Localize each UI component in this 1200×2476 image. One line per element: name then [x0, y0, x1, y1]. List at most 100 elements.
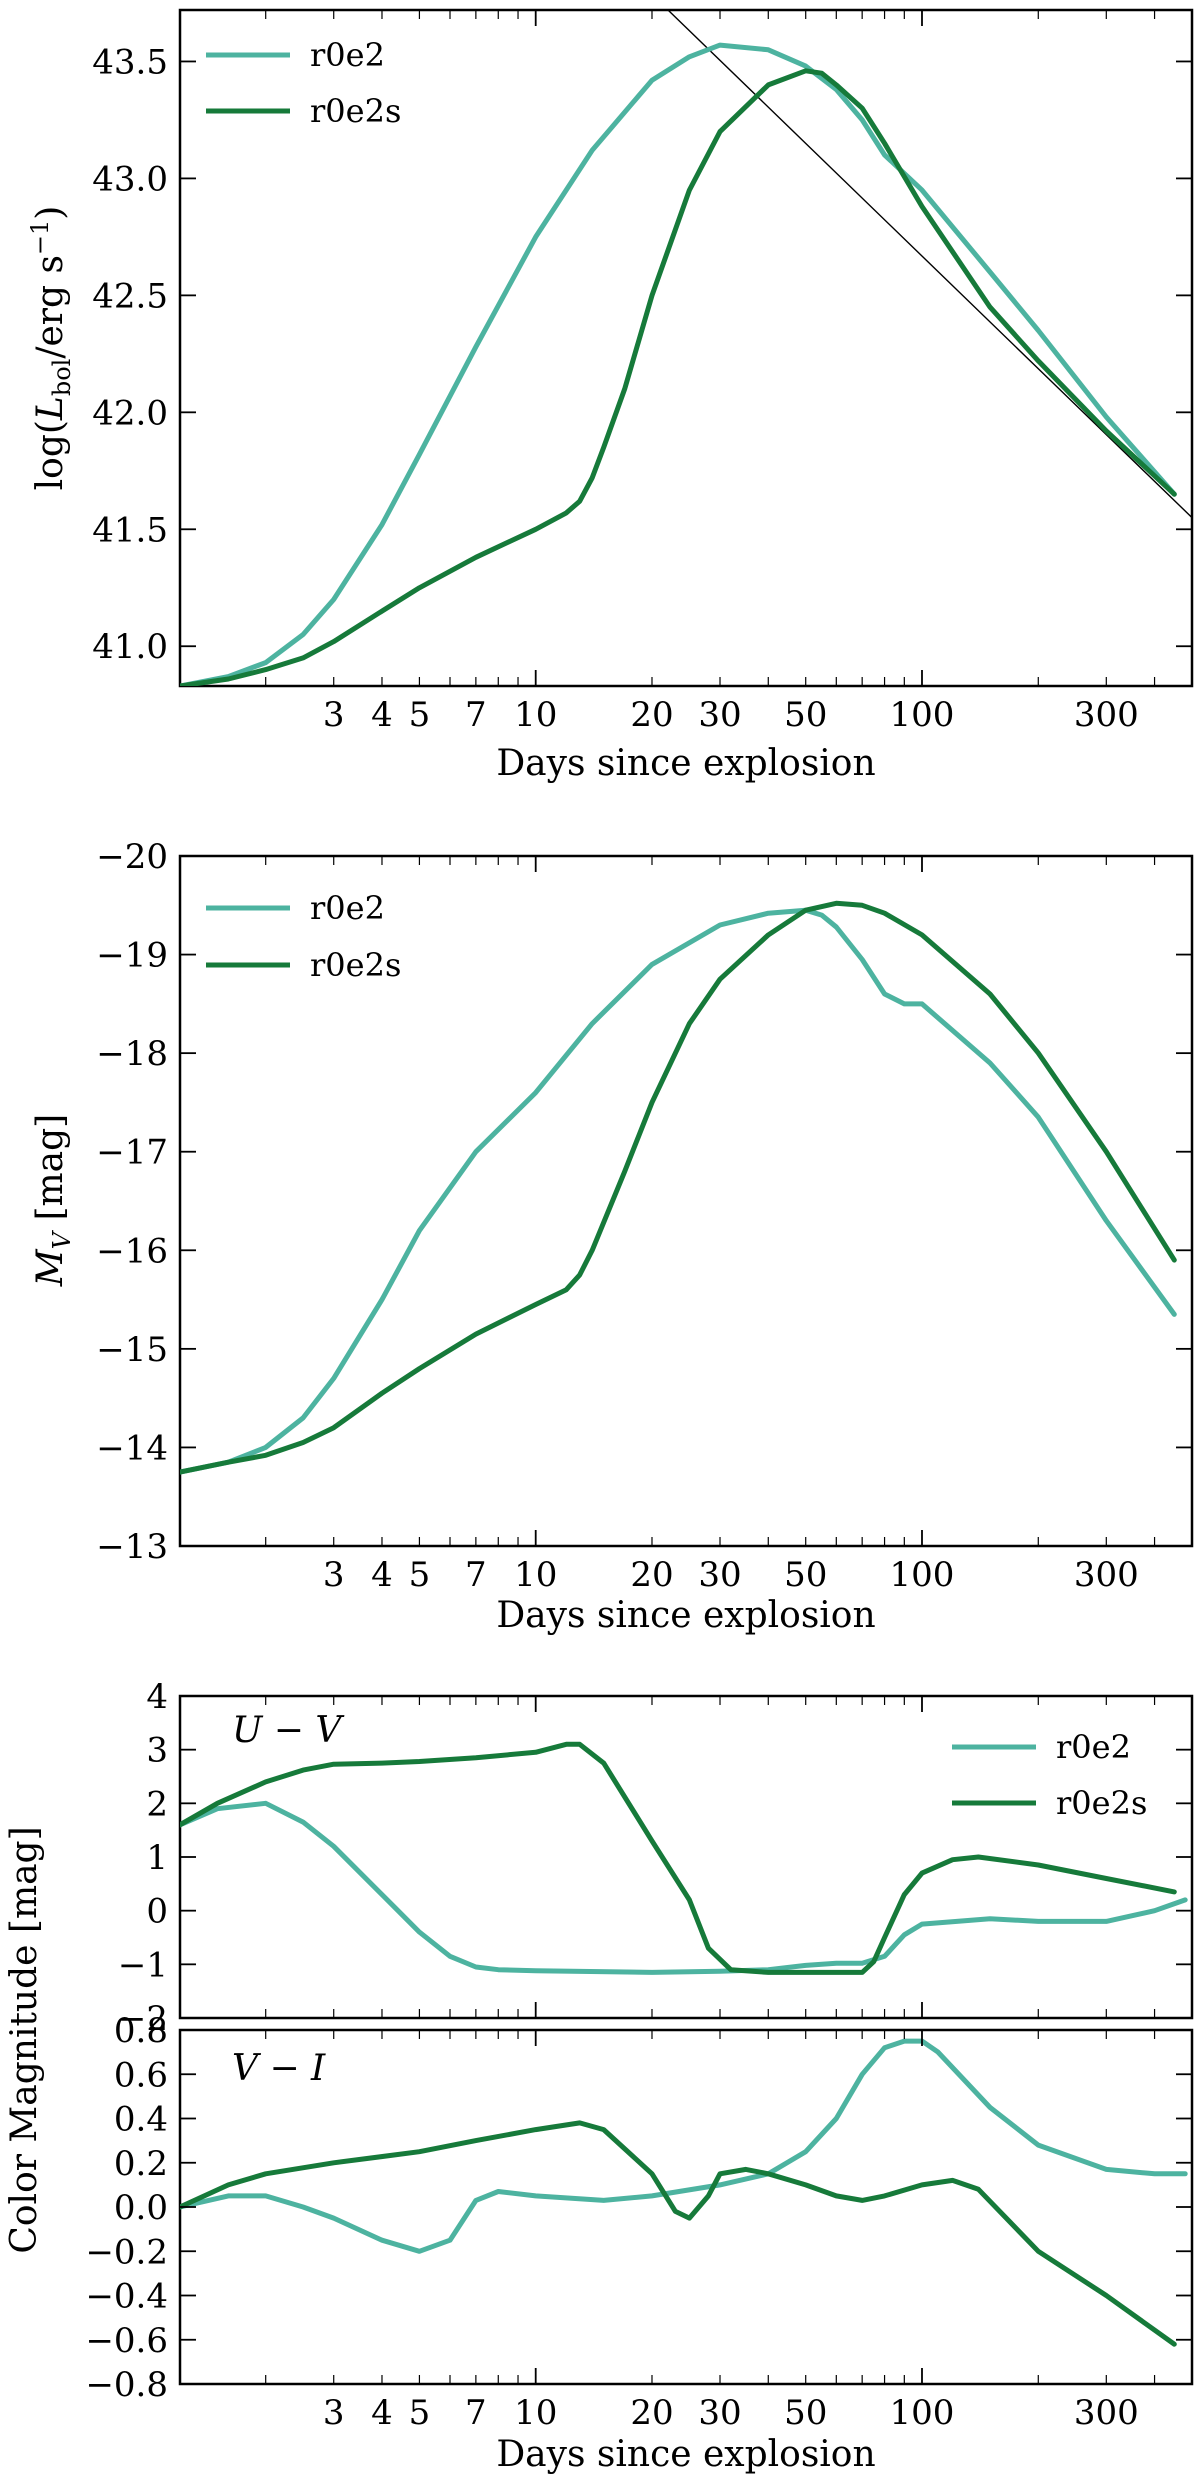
mv-x-tick-label: 50 [784, 1555, 827, 1595]
uv-legend-label-r0e2s: r0e2s [1056, 1784, 1147, 1822]
lbol-x-tick-label: 3 [323, 695, 345, 735]
uv-y-tick-label: 4 [146, 1677, 168, 1717]
vi-x-tick-label: 4 [371, 2393, 393, 2433]
vi-y-tick-label: −0.8 [85, 2365, 168, 2405]
uv-y-tick-label: 1 [146, 1838, 168, 1878]
mv-y-tick-label: −15 [96, 1330, 168, 1370]
vi-y-tick-label: −0.4 [85, 2277, 168, 2317]
uv-x-ticks [265, 1696, 1193, 2018]
lbol-x-tick-label: 4 [371, 695, 393, 735]
lbol-series-r0e2 [180, 42, 1177, 686]
mv-x-tick-label: 20 [630, 1555, 673, 1595]
vi-x-tick-label: 100 [890, 2393, 955, 2433]
lbol-x-tick-label: 50 [784, 695, 827, 735]
mv-y-axis-label: MV [mag] [30, 1114, 76, 1287]
lbol-y-tick-label: 41.5 [92, 510, 168, 550]
mv-x-tick-label: 3 [323, 1555, 345, 1595]
mv-y-tick-label: −17 [96, 1133, 168, 1173]
panel-uv: −2 −1 0 1 2 3 4 U − V r0e2 r0e2s [118, 1677, 1194, 2039]
mv-x-tick-label: 10 [514, 1555, 557, 1595]
uv-series-r0e2s [180, 1741, 1177, 1975]
mv-y-tick-label: −19 [96, 936, 168, 976]
mv-x-tick-label: 300 [1074, 1555, 1139, 1595]
vi-y-tick-label: 0.6 [114, 2055, 168, 2095]
vi-y-tick-label: 0.0 [114, 2188, 168, 2228]
vi-x-tick-label: 50 [784, 2393, 827, 2433]
vi-series-r0e2s [180, 2120, 1177, 2347]
mv-legend-label-r0e2s: r0e2s [310, 946, 401, 984]
lbol-reference-line [667, 10, 1192, 519]
lbol-x-tick-label: 20 [630, 695, 673, 735]
lbol-x-tick-label: 30 [698, 695, 741, 735]
lbol-y-tick-label: 43.5 [92, 42, 168, 82]
lbol-series-r0e2s [180, 68, 1177, 686]
mv-axes-frame [178, 854, 1194, 1548]
lbol-x-tick-label: 7 [465, 695, 487, 735]
lbol-x-axis-label: Days since explosion [496, 743, 875, 784]
uv-y-tick-label: −2 [118, 1999, 168, 2039]
panel-vi: 3 4 5 7 10 20 30 50 100 300 −0.8−0.6−0.4−0.20.00.… [85, 2011, 1194, 2475]
mv-legend: r0e2 r0e2s [206, 889, 401, 984]
vi-x-tick-label: 300 [1074, 2393, 1139, 2433]
vi-x-tick-label: 20 [630, 2393, 673, 2433]
vi-x-tick-label: 3 [323, 2393, 345, 2433]
vi-y-tick-label: 0.8 [114, 2011, 168, 2051]
vi-y-ticks: −0.8−0.6−0.4 −0.20.00.20.4 0.60.8 [85, 2011, 1192, 2405]
mv-x-tick-label: 30 [698, 1555, 741, 1595]
mv-x-tick-label: 100 [890, 1555, 955, 1595]
lbol-x-tick-label: 300 [1074, 695, 1139, 735]
uv-legend-label-r0e2: r0e2 [1056, 1728, 1131, 1766]
mv-series-r0e2 [180, 907, 1177, 1475]
vi-y-tick-label: 0.2 [114, 2144, 168, 2184]
vi-axes-frame [178, 2028, 1194, 2386]
lbol-y-tick-label: 43.0 [92, 159, 168, 199]
lbol-legend-label-r0e2: r0e2 [310, 36, 385, 74]
lbol-legend: r0e2 r0e2s [206, 36, 401, 130]
mv-x-axis-label: Days since explosion [496, 1595, 875, 1636]
panel-mv: 3 4 5 7 10 20 30 50 100 300 −13 −14 −15 −16 −17 −18 −19… [30, 837, 1194, 1636]
mv-x-tick-label: 5 [409, 1555, 431, 1595]
vi-x-ticks: 3 4 5 7 10 20 30 50 100 300 [265, 2030, 1193, 2433]
mv-x-tick-label: 4 [371, 1555, 393, 1595]
lbol-x-tick-label: 100 [890, 695, 955, 735]
vi-x-axis-label: Days since explosion [496, 2434, 875, 2475]
uv-y-tick-label: 3 [146, 1731, 168, 1771]
uv-y-tick-label: −1 [118, 1945, 168, 1985]
lbol-x-ticks: 3 4 5 7 10 20 30 50 100 300 [265, 10, 1193, 735]
uv-y-ticks: −2 −1 0 1 2 3 4 [118, 1677, 1192, 2039]
mv-x-tick-label: 7 [465, 1555, 487, 1595]
mv-y-ticks: −13 −14 −15 −16 −17 −18 −19 −20 [96, 837, 1192, 1567]
mv-y-tick-label: −14 [96, 1428, 168, 1468]
vi-y-tick-label: −0.6 [85, 2321, 168, 2361]
uv-panel-annotation: U − V [232, 1710, 345, 1751]
mv-y-tick-label: −20 [96, 837, 168, 877]
vi-x-tick-label: 7 [465, 2393, 487, 2433]
mv-y-tick-label: −16 [96, 1231, 168, 1271]
vi-panel-annotation: V − I [232, 2048, 326, 2089]
lbol-y-tick-label: 41.0 [92, 627, 168, 667]
lbol-y-tick-label: 42.5 [92, 276, 168, 316]
lbol-y-ticks: 41.0 41.5 42.0 42.5 43.0 43.5 [92, 42, 1192, 667]
vi-x-tick-label: 30 [698, 2393, 741, 2433]
color-magnitude-y-axis-label: Color Magnitude [mag] [4, 1826, 45, 2253]
uv-legend: r0e2 r0e2s [952, 1728, 1147, 1822]
lbol-x-tick-label: 5 [409, 695, 431, 735]
lbol-legend-label-r0e2s: r0e2s [310, 92, 401, 130]
uv-y-tick-label: 0 [146, 1892, 168, 1932]
lbol-axes-frame [178, 8, 1194, 688]
mv-y-tick-label: −18 [96, 1034, 168, 1074]
lbol-y-axis-label: log(Lbol/erg s−1) [26, 206, 76, 491]
uv-series-r0e2 [180, 1800, 1188, 1975]
vi-y-tick-label: 0.4 [114, 2100, 168, 2140]
vi-x-tick-label: 5 [409, 2393, 431, 2433]
vi-y-tick-label: −0.2 [85, 2232, 168, 2272]
mv-series-r0e2s [180, 900, 1177, 1475]
lbol-x-tick-label: 10 [514, 695, 557, 735]
uv-y-tick-label: 2 [146, 1784, 168, 1824]
lbol-y-tick-label: 42.0 [92, 393, 168, 433]
mv-legend-label-r0e2: r0e2 [310, 889, 385, 927]
mv-y-tick-label: −13 [96, 1527, 168, 1567]
mv-x-ticks: 3 4 5 7 10 20 30 50 100 300 [265, 856, 1193, 1595]
vi-x-tick-label: 10 [514, 2393, 557, 2433]
